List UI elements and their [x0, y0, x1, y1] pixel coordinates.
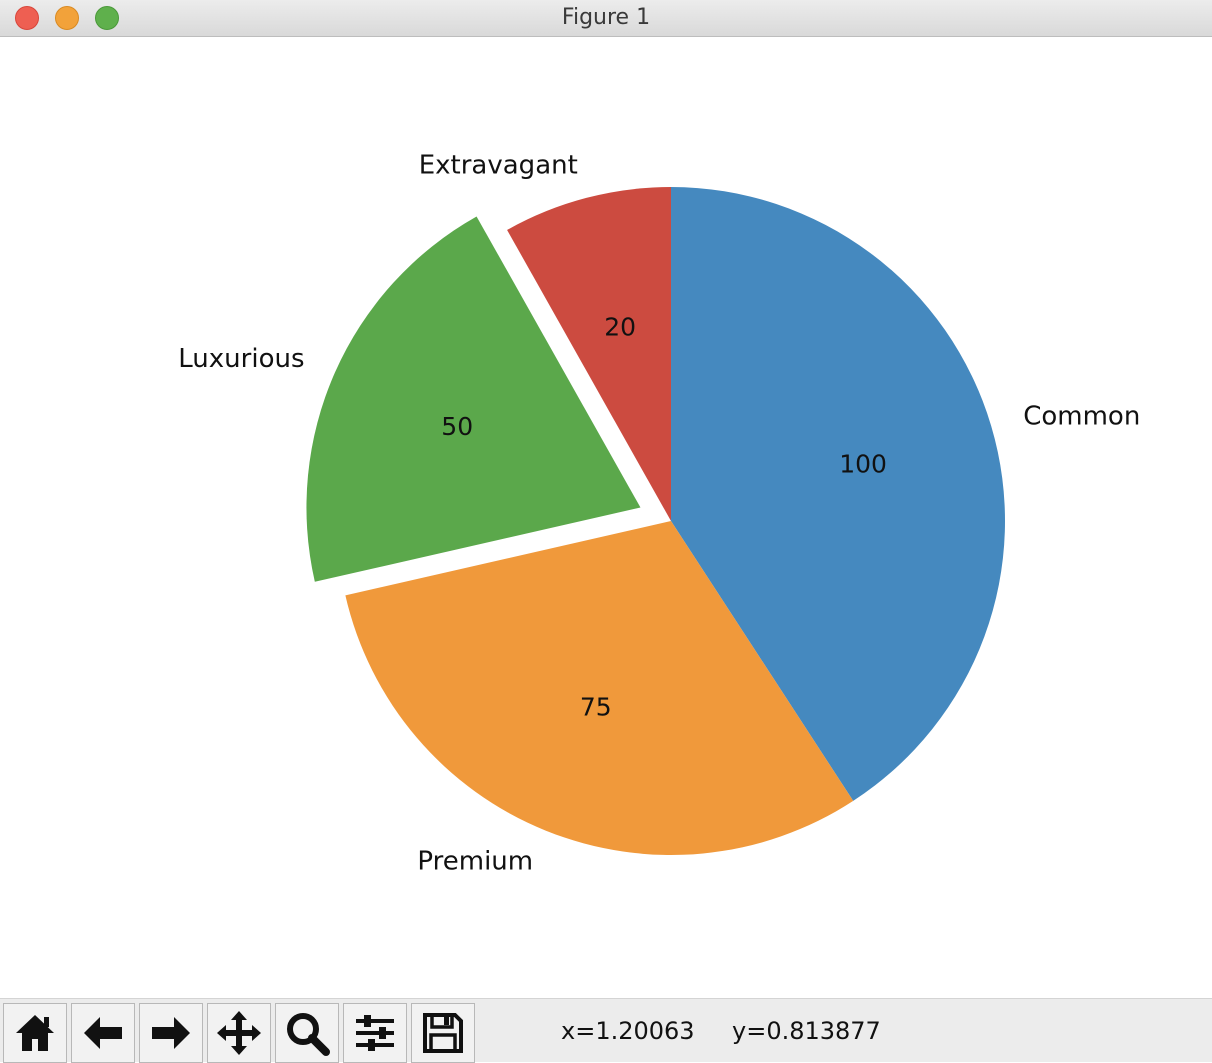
save-button[interactable]: [411, 1003, 475, 1063]
slice-value-label-luxurious: 50: [441, 412, 473, 441]
pie-slice-premium: [345, 521, 854, 856]
x-coordinate-readout: x=1.20063: [561, 1017, 695, 1045]
home-icon: [16, 1015, 54, 1051]
maximize-window-button[interactable]: [95, 6, 119, 30]
zoom-button[interactable]: [275, 1003, 339, 1063]
pie-chart: 100 Common 75 Premium 50 Luxurious 20 Extravaga…: [178, 151, 1140, 877]
slice-value-label-premium: 75: [580, 692, 612, 721]
figure-canvas[interactable]: 100 Common 75 Premium 50 Luxurious 20 Extravaga…: [0, 37, 1212, 998]
minimize-window-button[interactable]: [55, 6, 79, 30]
slice-category-label-luxurious: Luxurious: [178, 344, 304, 374]
slice-category-label-extravagant: Extravagant: [419, 151, 578, 181]
navigation-toolbar: x=1.20063 y=0.813877: [0, 998, 1212, 1063]
forward-button[interactable]: [139, 1003, 203, 1063]
pie-slice-extravagant: [507, 187, 671, 521]
back-arrow-icon: [84, 1017, 122, 1049]
save-floppy-icon: [423, 1013, 463, 1053]
pie-slice-common: [671, 187, 1006, 801]
pan-move-icon: [217, 1011, 261, 1055]
title-bar: Figure 1: [0, 0, 1212, 37]
back-button[interactable]: [71, 1003, 135, 1063]
configure-subplots-button[interactable]: [343, 1003, 407, 1063]
forward-arrow-icon: [152, 1017, 190, 1049]
slice-category-label-common: Common: [1023, 401, 1140, 431]
slice-value-label-common: 100: [839, 449, 887, 478]
home-button[interactable]: [3, 1003, 67, 1063]
y-coordinate-readout: y=0.813877: [732, 1017, 881, 1045]
close-window-button[interactable]: [15, 6, 39, 30]
slice-value-label-extravagant: 20: [604, 313, 636, 342]
configure-subplots-icon: [356, 1015, 394, 1051]
window-title: Figure 1: [561, 5, 651, 30]
slice-category-label-premium: Premium: [417, 847, 533, 877]
pan-button[interactable]: [207, 1003, 271, 1063]
pie-slice-luxurious: [306, 216, 641, 582]
zoom-magnifier-icon: [287, 1013, 330, 1056]
